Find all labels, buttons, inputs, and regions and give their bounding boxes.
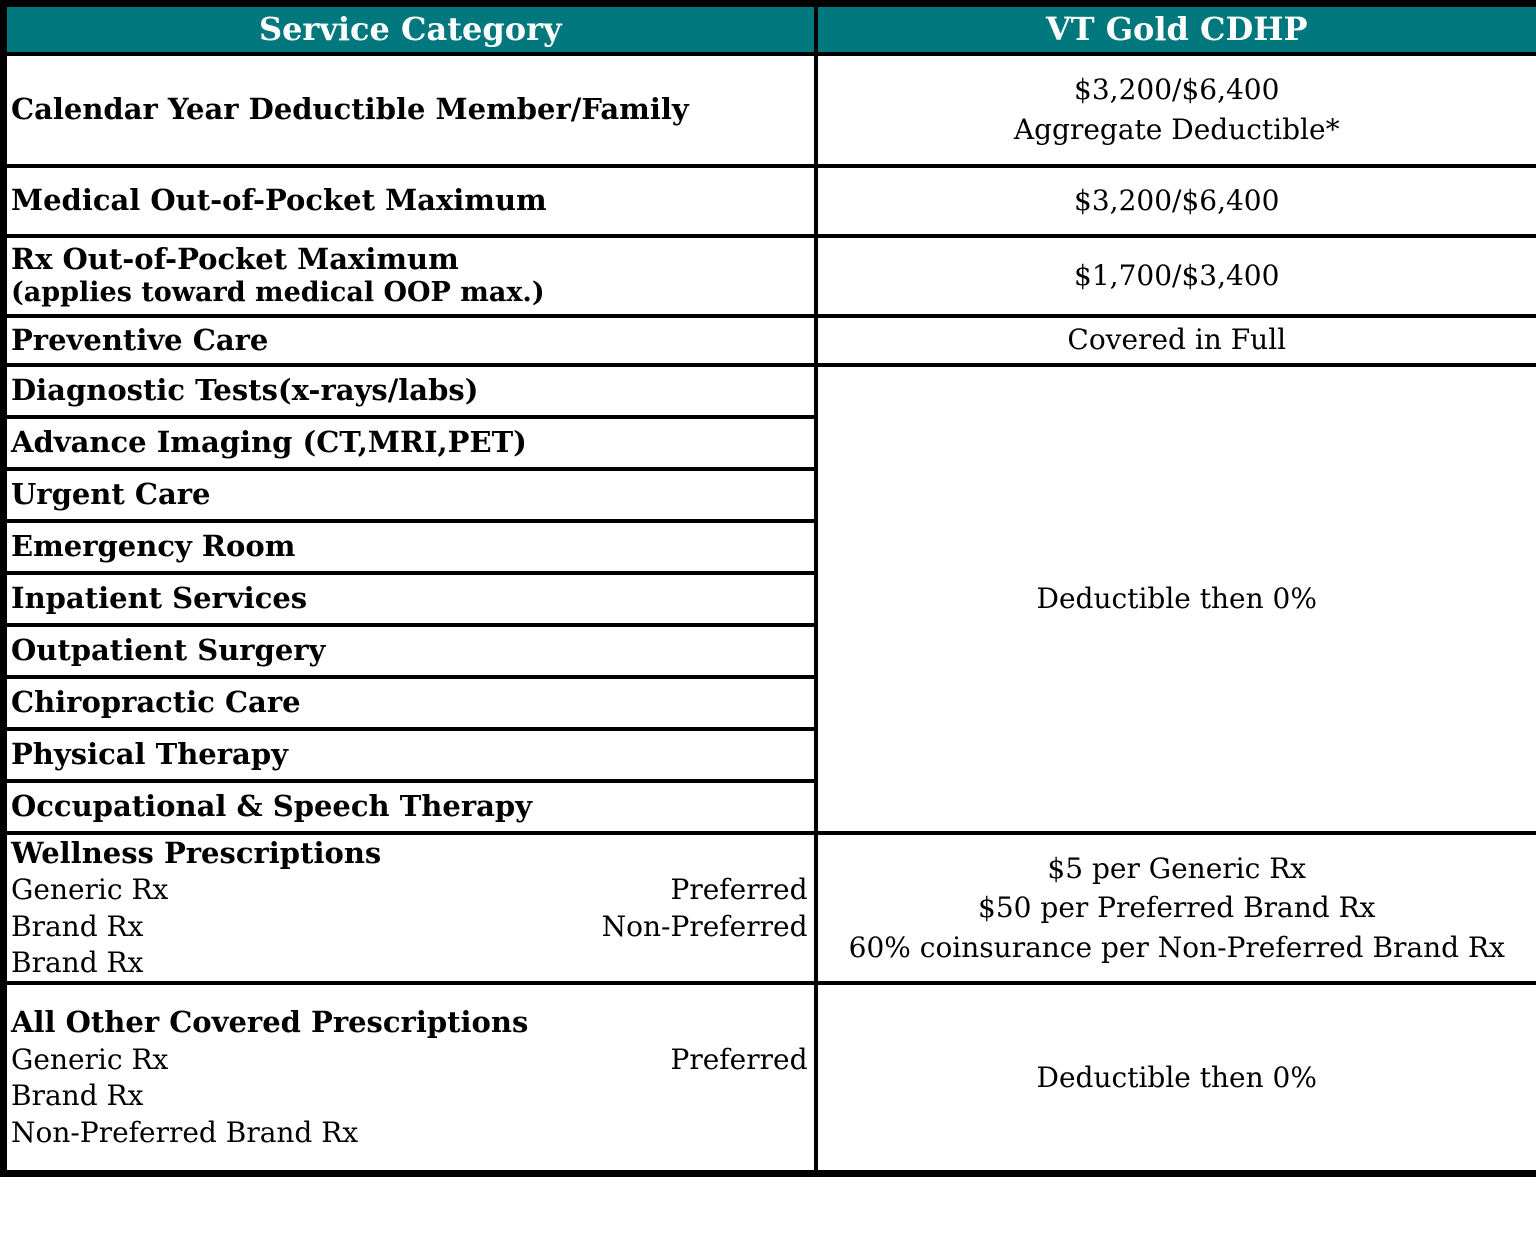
advance-imaging-label: Advance Imaging (CT,MRI,PET)	[1, 414, 818, 471]
all-other-prescriptions-cell: All Other Covered Prescriptions Generic …	[1, 981, 818, 1176]
occupational-speech-therapy-label: Occupational & Speech Therapy	[1, 778, 818, 835]
rx-oop-label-line2: (applies toward medical OOP max.)	[11, 276, 545, 308]
all-other-line-1-left: Generic Rx	[11, 1042, 169, 1076]
wellness-line-1-left: Generic Rx	[11, 873, 169, 907]
wellness-line-1: Generic Rx Preferred	[11, 872, 808, 908]
calendar-deductible-note: Aggregate Deductible*	[1013, 112, 1340, 146]
all-other-prescriptions-title: All Other Covered Prescriptions	[11, 1005, 529, 1040]
rx-oop-label-line1: Rx Out-of-Pocket Maximum	[11, 241, 459, 276]
preventive-care-label: Preventive Care	[1, 313, 818, 367]
deductible-then-0-merged-value: Deductible then 0%	[813, 362, 1536, 835]
urgent-care-label: Urgent Care	[1, 466, 818, 523]
row-wellness-prescriptions: Wellness Prescriptions Generic Rx Prefer…	[1, 830, 1536, 986]
preventive-care-value: Covered in Full	[813, 313, 1536, 367]
table-header-row: Service Category VT Gold CDHP	[1, 1, 1536, 56]
row-outpatient-surgery: Outpatient Surgery	[1, 622, 1536, 679]
row-occupational-speech-therapy: Occupational & Speech Therapy	[1, 778, 1536, 835]
rx-oop-label: Rx Out-of-Pocket Maximum (applies toward…	[1, 233, 818, 318]
emergency-room-label: Emergency Room	[1, 518, 818, 575]
all-other-line-3: Non-Preferred Brand Rx	[11, 1115, 808, 1151]
medical-oop-value: $3,200/$6,400	[813, 163, 1536, 238]
calendar-deductible-value: $3,200/$6,400 Aggregate Deductible*	[813, 51, 1536, 168]
wellness-line-2-left: Brand Rx	[11, 909, 144, 943]
wellness-line-3-left: Brand Rx	[11, 945, 144, 979]
row-all-other-prescriptions: All Other Covered Prescriptions Generic …	[1, 981, 1536, 1176]
benefits-table: Service Category VT Gold CDHP Calendar Y…	[0, 0, 1536, 1177]
all-other-line-3-left: Non-Preferred Brand Rx	[11, 1115, 359, 1149]
row-inpatient-services: Inpatient Services	[1, 570, 1536, 627]
row-advance-imaging: Advance Imaging (CT,MRI,PET)	[1, 414, 1536, 471]
header-plan-name: VT Gold CDHP	[813, 1, 1536, 56]
row-diagnostic-tests: Diagnostic Tests(x-rays/labs) Deductible…	[1, 362, 1536, 835]
all-other-line-2: Brand Rx	[11, 1078, 808, 1114]
wellness-line-2: Brand Rx Non-Preferred	[11, 909, 808, 945]
calendar-deductible-label: Calendar Year Deductible Member/Family	[1, 51, 818, 168]
row-urgent-care: Urgent Care	[1, 466, 1536, 523]
wellness-prescriptions-cell: Wellness Prescriptions Generic Rx Prefer…	[1, 830, 818, 986]
all-other-prescriptions-value: Deductible then 0%	[813, 981, 1536, 1176]
row-physical-therapy: Physical Therapy	[1, 726, 1536, 783]
header-service-category: Service Category	[1, 1, 818, 56]
diagnostic-tests-label: Diagnostic Tests(x-rays/labs)	[1, 362, 818, 419]
row-chiropractic-care: Chiropractic Care	[1, 674, 1536, 731]
inpatient-services-label: Inpatient Services	[1, 570, 818, 627]
wellness-line-1-right: Preferred	[670, 873, 808, 907]
row-calendar-deductible: Calendar Year Deductible Member/Family $…	[1, 51, 1536, 168]
all-other-line-2-left: Brand Rx	[11, 1079, 144, 1113]
wellness-prescriptions-title: Wellness Prescriptions	[11, 835, 382, 870]
all-other-line-1: Generic Rx Preferred	[11, 1042, 808, 1078]
wellness-line-2-right: Non-Preferred	[601, 909, 808, 943]
wellness-value-nonpreferred-brand: 60% coinsurance per Non-Preferred Brand …	[848, 930, 1505, 964]
row-medical-oop: Medical Out-of-Pocket Maximum $3,200/$6,…	[1, 163, 1536, 238]
rx-oop-value: $1,700/$3,400	[813, 233, 1536, 318]
row-emergency-room: Emergency Room	[1, 518, 1536, 575]
wellness-value-preferred-brand: $50 per Preferred Brand Rx	[978, 891, 1376, 925]
all-other-line-1-right: Preferred	[670, 1042, 808, 1076]
medical-oop-label: Medical Out-of-Pocket Maximum	[1, 163, 818, 238]
wellness-prescriptions-value: $5 per Generic Rx $50 per Preferred Bran…	[813, 830, 1536, 986]
wellness-line-3: Brand Rx	[11, 945, 808, 979]
outpatient-surgery-label: Outpatient Surgery	[1, 622, 818, 679]
row-preventive-care: Preventive Care Covered in Full	[1, 313, 1536, 367]
row-rx-oop: Rx Out-of-Pocket Maximum (applies toward…	[1, 233, 1536, 318]
chiropractic-care-label: Chiropractic Care	[1, 674, 818, 731]
physical-therapy-label: Physical Therapy	[1, 726, 818, 783]
wellness-value-generic: $5 per Generic Rx	[1047, 852, 1307, 886]
calendar-deductible-amount: $3,200/$6,400	[1074, 73, 1280, 107]
